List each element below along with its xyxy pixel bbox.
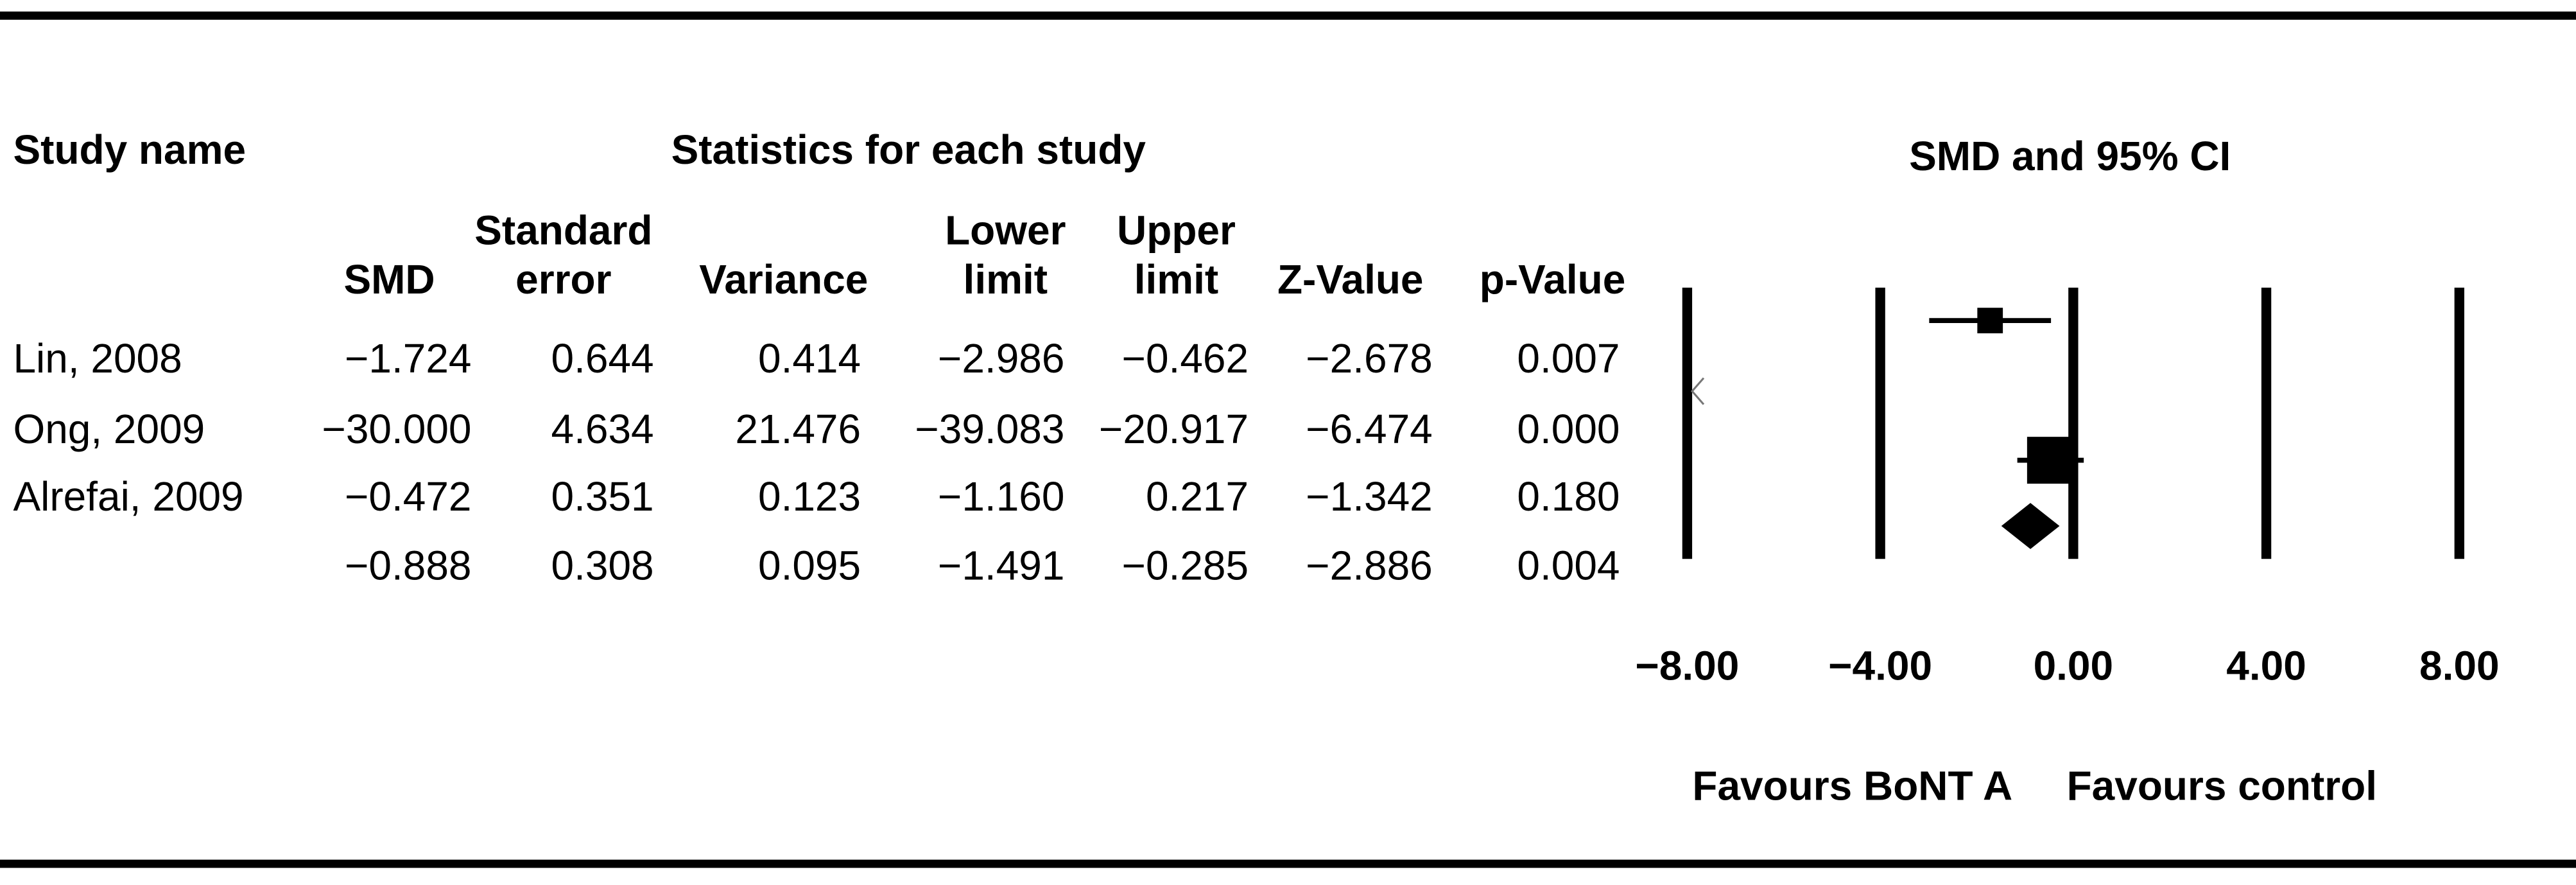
plot-area xyxy=(624,308,2084,549)
study-name: Alrefai, 2009 xyxy=(13,473,243,520)
table-cell: 0.007 xyxy=(1517,335,1620,381)
x-tick-label: −8.00 xyxy=(1635,643,1739,689)
column-header: Standard xyxy=(474,207,652,253)
x-tick-label: 8.00 xyxy=(2419,643,2500,689)
column-header: p-Value xyxy=(1480,256,1626,302)
column-header: limit xyxy=(1134,256,1219,302)
study-column-title: Study name xyxy=(13,127,246,173)
table-cell: −2.986 xyxy=(938,335,1064,381)
table-cell: 0.004 xyxy=(1517,542,1620,588)
table-cell: 0.308 xyxy=(551,542,654,588)
table-cell: −6.474 xyxy=(1306,406,1432,452)
table-cell: −39.083 xyxy=(915,406,1064,452)
statistics-title: Statistics for each study xyxy=(671,127,1146,173)
table-cell: −1.342 xyxy=(1306,473,1432,520)
table-cell: 21.476 xyxy=(735,406,861,452)
table-cell: −1.160 xyxy=(938,473,1064,520)
column-header: Variance xyxy=(699,256,868,302)
x-tick-label: 4.00 xyxy=(2226,643,2306,689)
table-cell: −0.888 xyxy=(345,542,471,588)
effect-square xyxy=(2027,437,2074,484)
x-tick-label: −4.00 xyxy=(1828,643,1932,689)
effect-square xyxy=(1977,308,2003,333)
column-header: SMD xyxy=(343,256,435,302)
table-cell: 0.414 xyxy=(758,335,861,381)
table-cell: 0.217 xyxy=(1146,473,1249,520)
table-cell: −20.917 xyxy=(1099,406,1249,452)
bottom-rule xyxy=(0,859,2576,868)
favours-left-label: Favours BoNT A xyxy=(1692,762,2012,809)
column-header: Upper xyxy=(1117,207,1236,253)
table-cell: 0.123 xyxy=(758,473,861,520)
table-cell: −1.491 xyxy=(938,542,1064,588)
plot-title: SMD and 95% CI xyxy=(1909,133,2231,179)
table-cell: 4.634 xyxy=(551,406,654,452)
column-header: Z-Value xyxy=(1277,256,1424,302)
top-rule xyxy=(0,11,2576,20)
off-scale-arrow xyxy=(1691,377,1705,405)
table-cell: −1.724 xyxy=(345,335,471,381)
table-cell: 0.000 xyxy=(1517,406,1620,452)
x-tick-label: 0.00 xyxy=(2034,643,2114,689)
table-cell: −2.886 xyxy=(1306,542,1432,588)
effect-square xyxy=(624,389,628,393)
table-cell: −0.472 xyxy=(345,473,471,520)
table-cell: −0.285 xyxy=(1122,542,1249,588)
column-header: limit xyxy=(964,256,1048,302)
table-cell: −2.678 xyxy=(1306,335,1432,381)
table-cell: 0.095 xyxy=(758,542,861,588)
study-name: Lin, 2008 xyxy=(13,335,182,381)
table-cell: 0.644 xyxy=(551,335,654,381)
table-cell: −30.000 xyxy=(322,406,472,452)
column-header: error xyxy=(515,256,611,302)
table-cell: 0.351 xyxy=(551,473,654,520)
table-cell: 0.180 xyxy=(1517,473,1620,520)
summary-diamond xyxy=(2001,503,2060,549)
favours-right-label: Favours control xyxy=(2067,762,2377,809)
study-name: Ong, 2009 xyxy=(13,406,205,452)
table-cell: −0.462 xyxy=(1122,335,1249,381)
column-header: Lower xyxy=(945,207,1066,253)
